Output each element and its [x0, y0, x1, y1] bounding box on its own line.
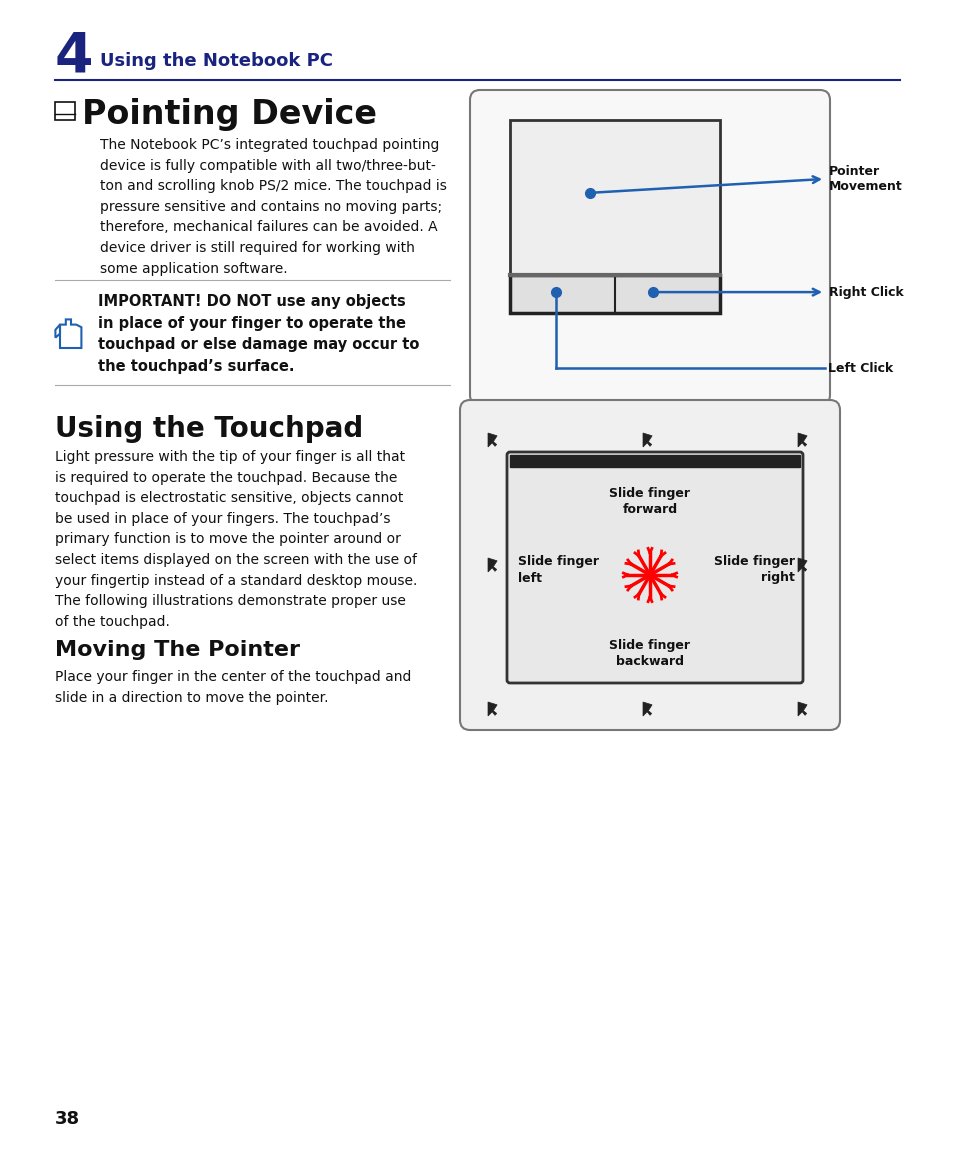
Text: Place your finger in the center of the touchpad and
slide in a direction to move: Place your finger in the center of the t…	[55, 670, 411, 704]
Text: Using the Notebook PC: Using the Notebook PC	[100, 52, 333, 70]
Text: Pointing Device: Pointing Device	[82, 98, 376, 131]
Bar	[510, 119, 720, 275]
Text: Slide finger
right: Slide finger right	[713, 555, 794, 585]
Text: Left Click: Left Click	[827, 362, 892, 375]
Polygon shape	[488, 433, 497, 447]
Text: Light pressure with the tip of your finger is all that
is required to operate th: Light pressure with the tip of your fing…	[55, 450, 417, 629]
Text: 38: 38	[55, 1110, 80, 1128]
Text: IMPORTANT! DO NOT use any objects
in place of your finger to operate the
touchpa: IMPORTANT! DO NOT use any objects in pla…	[98, 294, 419, 373]
Polygon shape	[642, 702, 652, 716]
Text: Slide finger
backward: Slide finger backward	[609, 639, 690, 668]
Text: The Notebook PC’s integrated touchpad pointing
device is fully compatible with a: The Notebook PC’s integrated touchpad po…	[100, 138, 446, 276]
Bar	[55, 102, 75, 119]
Text: Slide finger
forward: Slide finger forward	[609, 487, 690, 516]
Text: Slide finger
left: Slide finger left	[517, 555, 598, 585]
FancyBboxPatch shape	[470, 90, 829, 404]
Polygon shape	[642, 433, 652, 447]
Text: Pointer
Movement: Pointer Movement	[828, 165, 902, 193]
Polygon shape	[488, 702, 497, 716]
Bar	[510, 275, 720, 313]
Text: Using the Touchpad: Using the Touchpad	[55, 415, 363, 444]
FancyBboxPatch shape	[459, 400, 840, 730]
Text: Right Click: Right Click	[828, 286, 902, 299]
Text: 4: 4	[55, 30, 93, 84]
Text: Moving The Pointer: Moving The Pointer	[55, 640, 299, 660]
Bar	[510, 455, 800, 466]
Polygon shape	[797, 558, 806, 572]
Polygon shape	[797, 702, 806, 716]
FancyBboxPatch shape	[506, 452, 802, 683]
Polygon shape	[488, 558, 497, 572]
Polygon shape	[797, 433, 806, 447]
